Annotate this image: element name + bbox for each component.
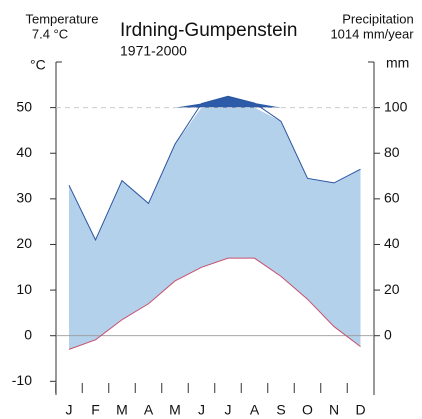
x-tick-label: F (91, 402, 100, 418)
x-tick-label: D (355, 402, 365, 418)
y-tick-label: 10 (16, 281, 32, 297)
x-tick-label: O (302, 402, 313, 418)
y2-tick-label: 40 (384, 235, 400, 251)
y2-tick-label: 60 (384, 190, 400, 206)
x-tick-label: M (116, 402, 128, 418)
x-tick-label: J (225, 402, 232, 418)
x-tick-label: S (276, 402, 285, 418)
chart-title: Irdning-Gumpenstein (120, 20, 297, 41)
annual-temperature: 7.4 °C (32, 26, 68, 41)
y-tick-label: 0 (24, 326, 32, 342)
chart-subtitle: 1971-2000 (120, 43, 187, 59)
y-tick-label: 50 (16, 98, 32, 114)
x-tick-label: A (144, 402, 154, 418)
x-tick-label: J (66, 402, 73, 418)
humid-area (69, 107, 361, 350)
y-tick-label: -10 (12, 372, 32, 388)
y-tick-label: 30 (16, 190, 32, 206)
x-tick-label: J (198, 402, 205, 418)
y2-tick-label: 20 (384, 281, 400, 297)
x-tick-label: N (329, 402, 339, 418)
x-tick-label: A (250, 402, 260, 418)
y2-tick-label: 80 (384, 144, 400, 160)
y-tick-label: 20 (16, 235, 32, 251)
y-unit: °C (30, 57, 46, 73)
y-tick-label: 40 (16, 144, 32, 160)
annual-precipitation: 1014 mm/year (330, 26, 414, 41)
temperature-label: Temperature (26, 11, 99, 26)
y2-unit: mm (386, 55, 409, 71)
y2-tick-label: 100 (384, 98, 408, 114)
y2-tick-label: 0 (384, 326, 392, 342)
precipitation-label: Precipitation (342, 11, 414, 26)
series-line (68, 257, 361, 350)
x-tick-label: M (169, 402, 181, 418)
series-line (68, 95, 361, 242)
excess-area (69, 96, 361, 108)
